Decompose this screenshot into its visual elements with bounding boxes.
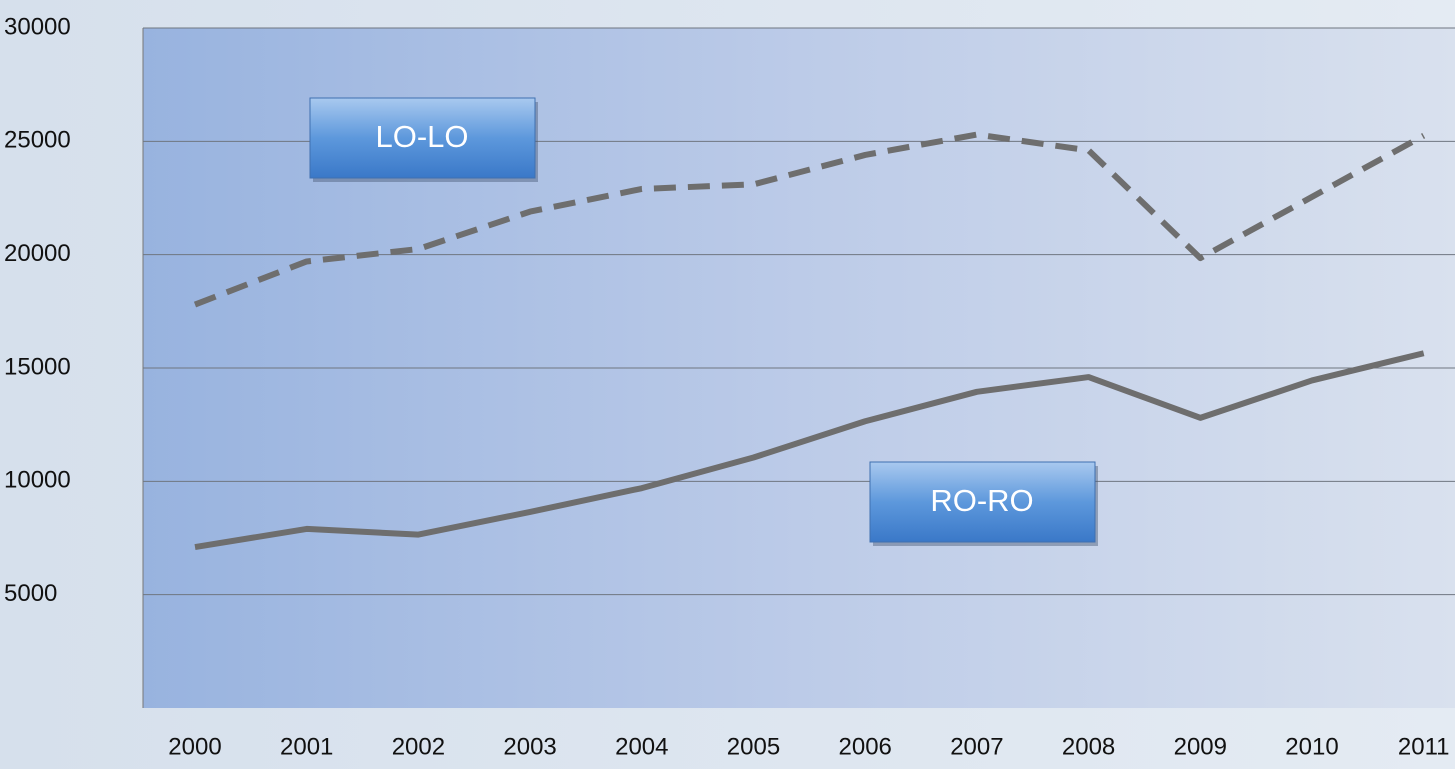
y-tick-label: 5000 [4,580,57,607]
x-tick-label: 2001 [280,733,333,760]
y-tick-label: 10000 [4,467,71,494]
x-tick-label: 2005 [727,733,780,760]
x-tick-label: 2009 [1174,733,1227,760]
y-tick-label: 15000 [4,353,71,380]
series-label: LO-LO [375,119,468,154]
series-label: RO-RO [930,483,1033,518]
x-tick-label: 2002 [392,733,445,760]
x-tick-label: 2000 [168,733,221,760]
page: {"chart_data": {"type": "line", "categor… [0,0,1455,769]
x-tick-label: 2011 [1398,733,1450,760]
x-tick-label: 2004 [615,733,668,760]
x-tick-label: 2006 [839,733,892,760]
x-tick-label: 2007 [950,733,1003,760]
x-tick-label: 2010 [1285,733,1338,760]
chart: 5000 10000 15000 20000 25000 30000 2000 2001 200… [0,0,1455,769]
y-tick-label: 25000 [4,127,71,154]
x-tick-label: 2003 [503,733,556,760]
y-tick-label: 20000 [4,240,71,267]
x-tick-label: 2008 [1062,733,1115,760]
y-tick-label: 30000 [4,13,71,40]
